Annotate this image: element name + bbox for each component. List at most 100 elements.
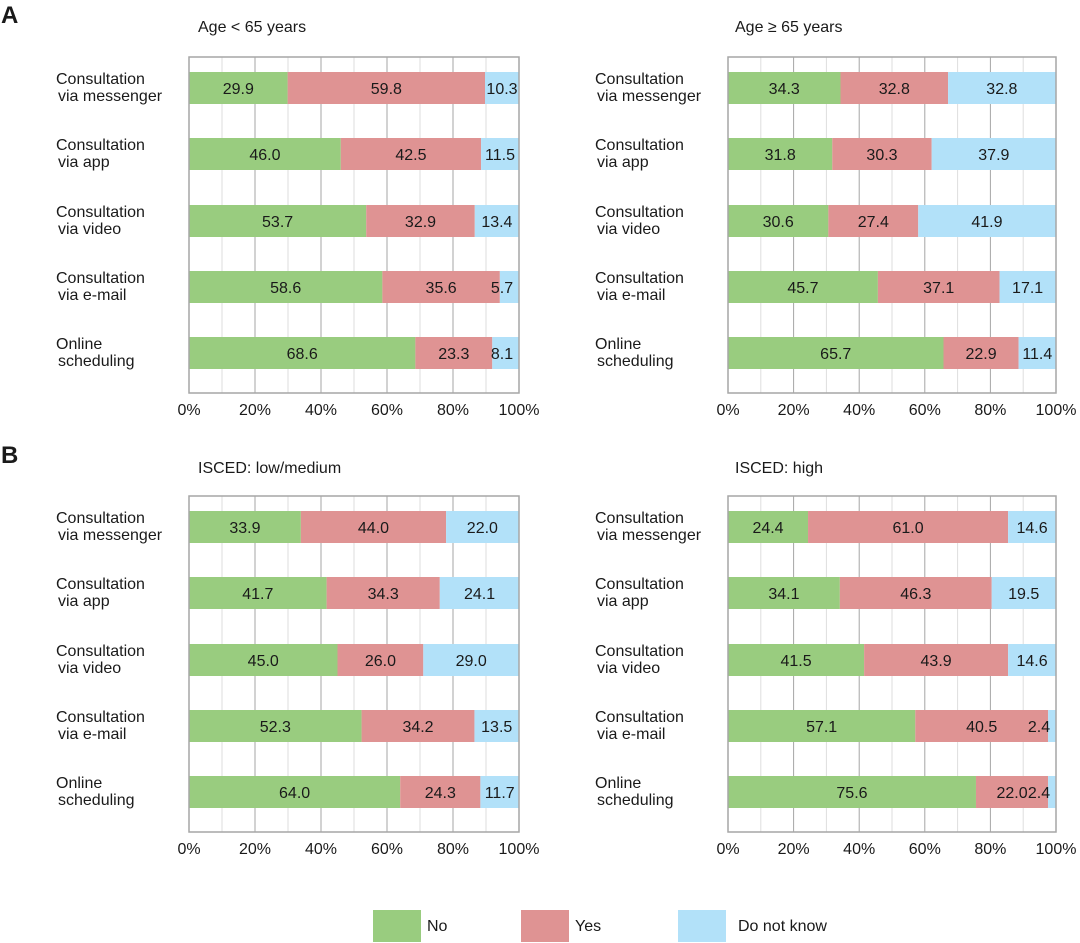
category-label-line: via video	[58, 660, 121, 677]
data-label: 34.3	[368, 586, 399, 603]
category-label: Consultation via app	[595, 137, 684, 171]
category-label-line: via e-mail	[58, 726, 126, 743]
x-tick-label: 80%	[974, 402, 1006, 419]
x-tick-label: 40%	[843, 841, 875, 858]
bar-no	[728, 205, 829, 237]
bar-yes	[326, 577, 440, 609]
x-tick-label: 0%	[177, 402, 200, 419]
bar-no	[189, 577, 327, 609]
category-label-line: via app	[597, 593, 649, 610]
category-label-line: Consultation	[595, 709, 684, 726]
bar-yes	[877, 271, 1000, 303]
legend-swatch	[678, 910, 726, 942]
bar-yes	[975, 776, 1049, 808]
plot-frame	[727, 495, 1057, 833]
data-label: 53.7	[262, 214, 293, 231]
category-label: Consultation via e-mail	[56, 270, 145, 304]
category-label-line: Consultation	[56, 204, 145, 221]
bar-do-not-know	[918, 205, 1056, 237]
data-label: 35.6	[426, 280, 457, 297]
category-label: Consultation via e-mail	[595, 270, 684, 304]
legend-swatch	[373, 910, 421, 942]
x-tick-label: 60%	[909, 402, 941, 419]
bar-yes	[943, 337, 1019, 369]
data-label: 43.9	[921, 653, 952, 670]
category-label-line: scheduling	[58, 353, 135, 370]
category-label-line: via messenger	[597, 88, 702, 105]
data-label: 64.0	[279, 785, 310, 802]
bar-do-not-know	[446, 511, 519, 543]
category-label-line: via e-mail	[597, 726, 665, 743]
data-label: 61.0	[893, 520, 924, 537]
data-label: 24.1	[464, 586, 495, 603]
category-label: Consultation via e-mail	[595, 709, 684, 743]
category-label: Consultation via app	[595, 576, 684, 610]
data-label: 41.7	[242, 586, 273, 603]
data-label: 58.6	[270, 280, 301, 297]
plot-frame	[727, 56, 1057, 394]
data-label: 33.9	[229, 520, 260, 537]
data-label: 29.0	[456, 653, 487, 670]
data-label: 37.1	[923, 280, 954, 297]
x-tick-label: 20%	[778, 402, 810, 419]
category-label-line: Consultation	[595, 643, 684, 660]
category-label-line: Online	[595, 775, 641, 792]
bar-yes	[839, 577, 992, 609]
bar-do-not-know	[423, 644, 519, 676]
bar-no	[728, 337, 944, 369]
x-tick-label: 100%	[1036, 841, 1077, 858]
data-label: 13.5	[481, 719, 512, 736]
bar-do-not-know	[481, 138, 519, 170]
category-label: Consultation via messenger	[595, 510, 702, 544]
x-tick-label: 40%	[305, 402, 337, 419]
bar-do-not-know	[1018, 337, 1056, 369]
chart: ISCED: low/medium 33.9 44.0 22.0 Consultatio…	[56, 460, 539, 858]
bar-no	[189, 511, 301, 543]
legend: No Yes Do not know	[373, 910, 827, 942]
data-label: 11.4	[1022, 346, 1052, 363]
category-label: Consultation via e-mail	[56, 709, 145, 743]
bar-do-not-know	[1048, 710, 1056, 742]
bar-no	[189, 205, 367, 237]
category-label-line: via e-mail	[58, 287, 126, 304]
bar-yes	[382, 271, 500, 303]
category-label: Consultation via messenger	[56, 71, 163, 105]
bar-no	[728, 511, 809, 543]
bar-no	[728, 577, 840, 609]
bar-do-not-know	[439, 577, 520, 609]
data-label: 22.9	[965, 346, 996, 363]
data-label: 32.8	[879, 81, 910, 98]
bar-do-not-know	[999, 271, 1056, 303]
bar-no	[189, 710, 362, 742]
data-label: 11.7	[485, 785, 515, 802]
bar-do-not-know	[485, 72, 519, 104]
category-label-line: Consultation	[595, 137, 684, 154]
data-label: 8.1	[491, 346, 513, 363]
data-label: 24.3	[425, 785, 456, 802]
bar-do-not-know	[948, 72, 1056, 104]
category-label-line: Consultation	[56, 270, 145, 287]
data-label: 23.3	[438, 346, 469, 363]
legend-label: No	[427, 918, 448, 935]
data-label: 2.4	[1028, 719, 1050, 736]
bar-do-not-know	[499, 271, 519, 303]
category-label-line: Consultation	[56, 137, 145, 154]
category-label-line: via video	[58, 221, 121, 238]
x-tick-label: 100%	[499, 841, 540, 858]
x-tick-label: 80%	[974, 841, 1006, 858]
panel-letter: A	[1, 2, 18, 29]
chart-title: ISCED: low/medium	[198, 460, 341, 477]
legend-label: Yes	[575, 918, 601, 935]
data-label: 13.4	[481, 214, 512, 231]
bar-do-not-know	[492, 337, 519, 369]
data-label: 41.5	[780, 653, 811, 670]
bar-do-not-know	[1048, 776, 1056, 808]
legend-swatch	[521, 910, 569, 942]
category-label: Consultation via video	[56, 204, 145, 238]
category-label-line: scheduling	[597, 353, 674, 370]
x-tick-label: 0%	[177, 841, 200, 858]
bar-yes	[415, 337, 493, 369]
x-tick-label: 80%	[437, 402, 469, 419]
